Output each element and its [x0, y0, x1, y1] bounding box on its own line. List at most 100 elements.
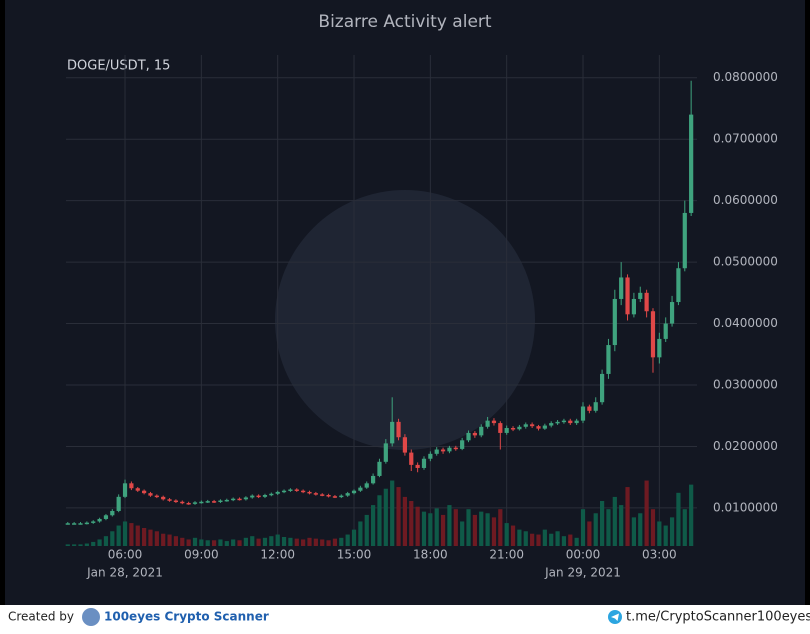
volume-bar — [351, 529, 357, 546]
volume-bar — [301, 539, 306, 546]
volume-bar — [555, 531, 560, 546]
volume-bar — [84, 543, 89, 546]
candle-body — [97, 518, 102, 522]
candle-body — [434, 449, 439, 454]
volume-bar — [103, 536, 109, 546]
volume-bar — [631, 517, 636, 546]
candle-body — [135, 488, 140, 491]
candle-body — [154, 495, 159, 498]
volume-bar — [91, 541, 96, 546]
candle-body — [689, 114, 694, 213]
x-tick-label: 03:00 — [642, 548, 677, 562]
candle-body — [294, 489, 299, 491]
y-tick-label: 0.0200000 — [713, 439, 778, 453]
candle-body — [383, 443, 388, 462]
candle-body — [396, 421, 401, 438]
volume-bar — [396, 487, 401, 546]
x-tick-label: 15:00 — [337, 548, 372, 562]
volume-bar — [676, 492, 681, 546]
candle-body — [301, 490, 306, 493]
candle-body — [211, 501, 217, 503]
footer — [0, 605, 810, 630]
volume-bar — [262, 537, 268, 546]
volume-bar — [682, 509, 687, 546]
volume-bar — [231, 539, 236, 546]
candle-body — [606, 345, 611, 374]
volume-bar — [250, 536, 255, 546]
volume-bar — [97, 539, 102, 546]
x-tick-label: 09:00 — [184, 548, 219, 562]
volume-bar — [549, 533, 554, 546]
candle-body — [568, 420, 573, 424]
y-tick-label: 0.0100000 — [713, 500, 778, 514]
volume-bar — [294, 538, 299, 546]
candle-body — [167, 499, 172, 501]
footer-brand[interactable]: 100eyes Crypto Scanner — [104, 610, 269, 624]
candle-body — [479, 426, 484, 436]
candle-body — [320, 494, 325, 496]
footer-link[interactable]: t.me/CryptoScanner100eyes — [626, 610, 810, 625]
candle-body — [332, 496, 338, 498]
volume-bar — [211, 540, 217, 546]
candle-body — [180, 501, 185, 504]
symbol-label: DOGE/USDT, 15 — [67, 59, 170, 74]
volume-bar — [428, 513, 433, 546]
candle-body — [549, 423, 554, 426]
volume-bar — [142, 528, 147, 546]
volume-bar — [542, 529, 547, 546]
candle-body — [148, 493, 153, 496]
volume-bar — [288, 537, 293, 546]
volume-bar — [154, 531, 159, 546]
volume-bar — [65, 544, 70, 546]
candle-body — [460, 440, 465, 449]
candle-body — [218, 500, 223, 503]
volume-bar — [110, 531, 115, 546]
candle-body — [523, 424, 528, 427]
volume-bar — [192, 537, 198, 546]
volume-bar — [453, 509, 458, 546]
candle-body — [542, 425, 547, 429]
volume-bar — [173, 536, 179, 546]
candle-body — [428, 453, 433, 459]
candle-body — [472, 432, 477, 436]
candle-body — [663, 323, 668, 339]
volume-bar — [606, 509, 611, 546]
candle-body — [84, 522, 89, 525]
volume-bar — [440, 514, 446, 546]
volume-bar — [689, 484, 694, 546]
volume-bar — [167, 534, 172, 546]
candle-body — [466, 432, 471, 441]
candle-body — [262, 494, 268, 497]
volume-bar — [663, 525, 668, 546]
candle-body — [65, 523, 70, 525]
candle-body — [599, 373, 605, 403]
brand-logo — [82, 608, 100, 626]
volume-bar — [364, 514, 369, 546]
volume-bar — [345, 534, 350, 546]
volume-bar — [650, 509, 656, 546]
volume-bar — [466, 509, 471, 546]
candle-body — [364, 483, 369, 488]
candle-body — [122, 483, 128, 497]
volume-bar — [530, 533, 535, 546]
volume-bar — [186, 539, 191, 546]
volume-bar — [510, 525, 516, 546]
volume-bar — [313, 538, 318, 546]
volume-bar — [243, 537, 248, 546]
volume-bar — [409, 501, 414, 546]
volume-bar — [580, 509, 586, 546]
volume-bar — [421, 511, 427, 546]
x-tick-label: 18:00 — [413, 548, 448, 562]
candle-body — [281, 490, 287, 493]
candle-body — [288, 489, 293, 491]
volume-bar — [116, 525, 121, 546]
volume-bar — [536, 534, 541, 546]
candle-body — [116, 496, 121, 511]
candle-body — [504, 428, 509, 433]
candle-body — [587, 406, 592, 411]
x-tick-label: 00:00 — [566, 548, 601, 562]
candle-body — [307, 491, 312, 494]
volume-bar — [339, 537, 344, 546]
volume-bar — [523, 531, 528, 546]
volume-bar — [78, 544, 83, 546]
